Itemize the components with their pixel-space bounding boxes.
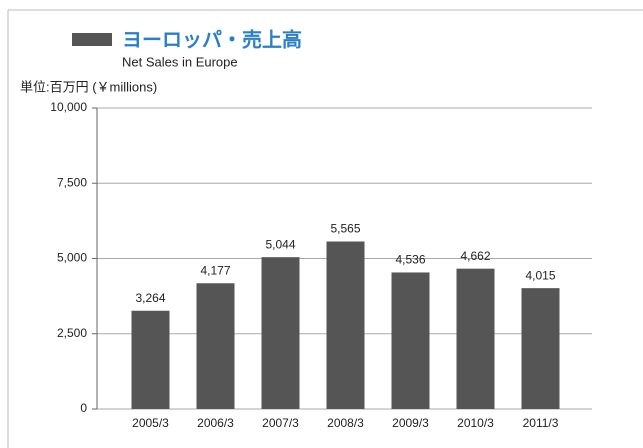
x-tick-label: 2005/3: [132, 416, 169, 430]
bar: [261, 257, 300, 409]
x-tick-label: 2010/3: [457, 416, 494, 430]
y-tick-label: 0: [80, 401, 87, 415]
value-label: 4,536: [395, 253, 425, 267]
x-tick-label: 2009/3: [392, 416, 429, 430]
value-label: 4,015: [525, 268, 555, 282]
x-tick-label: 2011/3: [523, 416, 559, 430]
x-tick-label: 2006/3: [197, 416, 234, 430]
bar: [326, 241, 365, 409]
value-label: 4,177: [200, 263, 230, 277]
bar: [391, 272, 430, 409]
bar: [131, 310, 170, 409]
unit-label: 単位:百万円 (￥millions): [20, 79, 157, 94]
chart-title: ヨーロッパ・売上高: [122, 27, 302, 51]
value-label: 4,662: [460, 249, 490, 263]
bar: [521, 288, 560, 409]
x-tick-label: 2007/3: [262, 416, 299, 430]
x-tick-label: 2008/3: [327, 416, 364, 430]
bar: [196, 283, 235, 409]
chart-subtitle: Net Sales in Europe: [122, 54, 238, 69]
value-label: 5,565: [330, 222, 360, 236]
y-tick-label: 2,500: [57, 326, 87, 340]
value-label: 5,044: [265, 237, 295, 251]
value-label: 3,264: [135, 291, 165, 305]
y-tick-label: 5,000: [57, 251, 87, 265]
bar: [456, 268, 495, 409]
title-icon: [72, 33, 112, 46]
y-tick-label: 10,000: [50, 100, 87, 114]
y-tick-label: 7,500: [57, 175, 87, 189]
